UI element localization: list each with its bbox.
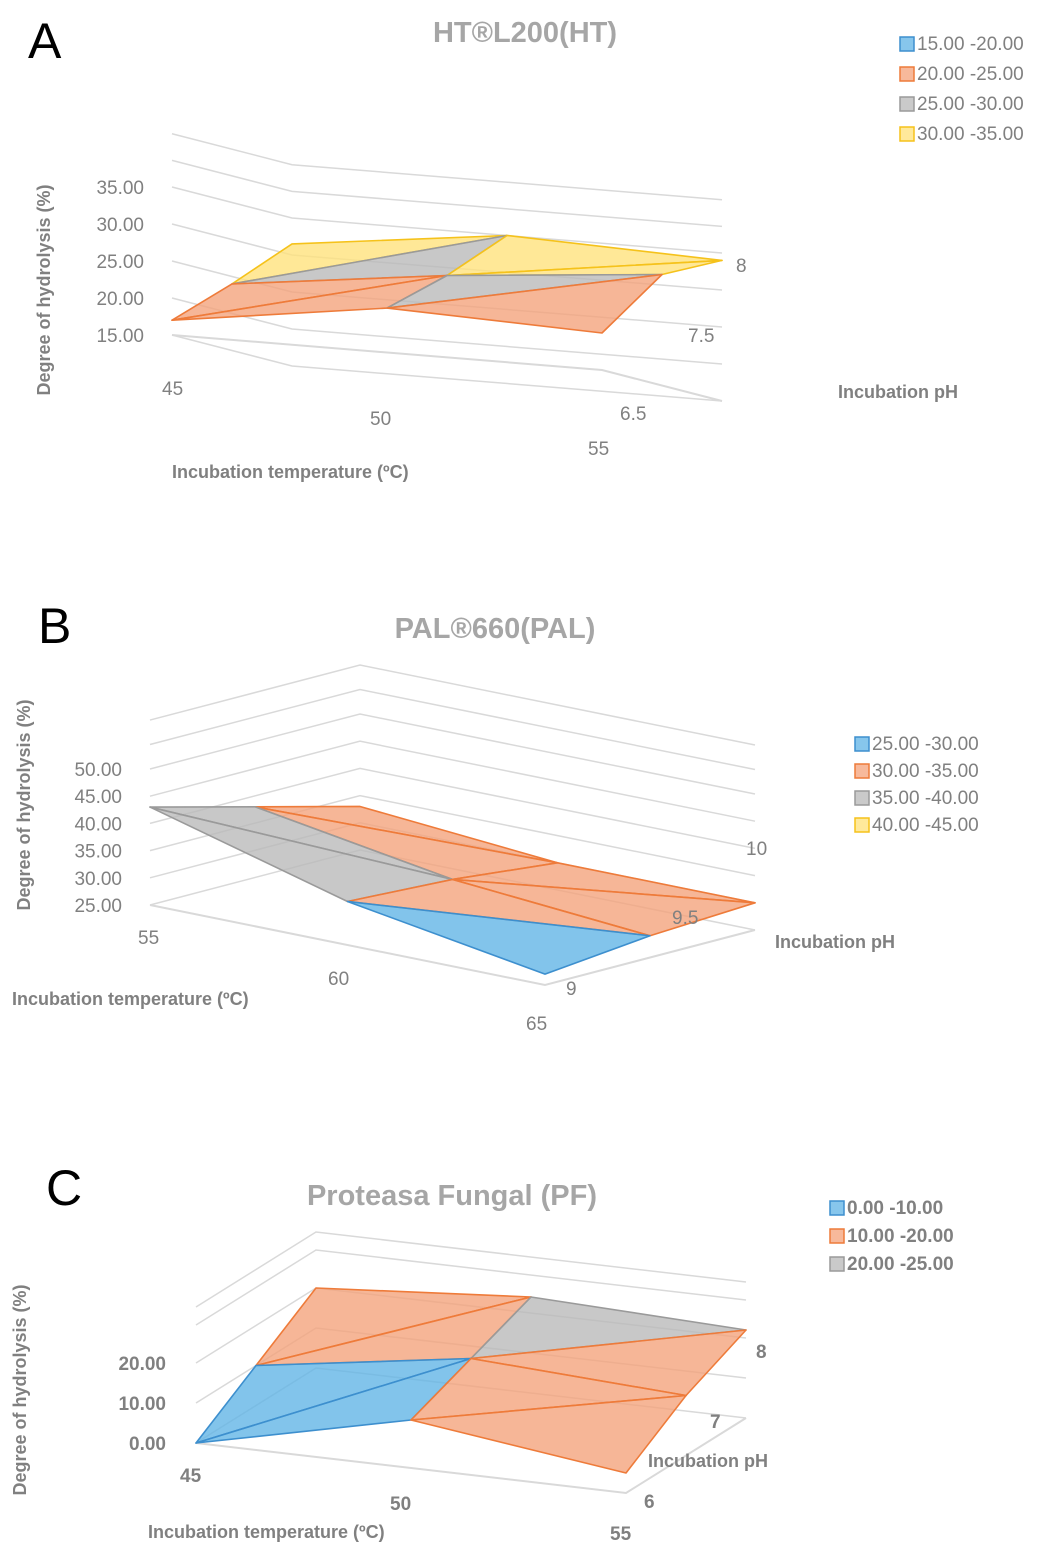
panel-letter: C xyxy=(46,1160,82,1216)
legend-label: 0.00 -10.00 xyxy=(847,1198,943,1219)
gridline xyxy=(171,334,723,402)
z-axis-label: Degree of hydrolysis (%) xyxy=(10,1284,30,1495)
legend: 15.00 -20.00 20.00 -25.00 25.00 -30.00 30.0… xyxy=(899,34,1024,145)
z-tick-label: 30.00 xyxy=(74,869,122,890)
legend-label: 20.00 -25.00 xyxy=(847,1254,954,1275)
x-axis-label: Incubation temperature (ºC) xyxy=(172,462,409,482)
z-tick-label: 30.00 xyxy=(96,215,144,236)
panel-c: C Proteasa Fungal (PF) 0.00 10.00 20.00 45 50 5… xyxy=(10,1160,954,1544)
legend-label: 25.00 -30.00 xyxy=(917,94,1024,115)
x-tick-label: 55 xyxy=(138,928,159,949)
legend-swatch xyxy=(829,1200,845,1216)
legend-label: 25.00 -30.00 xyxy=(872,734,979,755)
gridline xyxy=(171,186,723,254)
legend-label: 20.00 -25.00 xyxy=(917,64,1024,85)
legend-label: 35.00 -40.00 xyxy=(872,788,979,809)
legend-swatch xyxy=(854,817,870,833)
z-axis-label: Degree of hydrolysis (%) xyxy=(34,184,54,395)
legend-label: 15.00 -20.00 xyxy=(917,34,1024,55)
legend-label: 10.00 -20.00 xyxy=(847,1226,954,1247)
gridline xyxy=(171,132,723,201)
z-tick-label: 50.00 xyxy=(74,760,122,781)
z-tick-label: 35.00 xyxy=(74,842,122,863)
legend-label: 30.00 -35.00 xyxy=(872,761,979,782)
legend: 25.00 -30.00 30.00 -35.00 35.00 -40.00 40.0… xyxy=(854,734,979,836)
legend-swatch xyxy=(899,66,915,82)
x-tick-label: 65 xyxy=(526,1014,547,1035)
panel-a: A HT®L200(HT) 15.00 20.00 25.00 30.00 35.00 45 5… xyxy=(28,13,1024,482)
y-tick-label: 8 xyxy=(756,1342,767,1363)
gridline xyxy=(149,664,756,746)
legend-swatch xyxy=(899,126,915,142)
gridline xyxy=(195,1231,747,1308)
surface-facet xyxy=(346,900,651,975)
surface xyxy=(195,1287,747,1474)
y-axis-label: Incubation pH xyxy=(648,1451,768,1471)
gridline xyxy=(149,767,756,850)
z-tick-label: 0.00 xyxy=(129,1434,166,1455)
y-tick-label: 10 xyxy=(746,839,767,860)
legend-swatch xyxy=(899,96,915,112)
z-tick-label: 40.00 xyxy=(74,814,122,835)
legend-label: 40.00 -45.00 xyxy=(872,815,979,836)
chart-title: PAL®660(PAL) xyxy=(395,613,596,645)
surface-facet xyxy=(410,1394,687,1474)
x-axis-label: Incubation temperature (ºC) xyxy=(148,1522,385,1542)
z-tick-label: 15.00 xyxy=(96,326,144,347)
floor-axis xyxy=(149,904,756,987)
y-tick-label: 7.5 xyxy=(688,326,714,347)
z-tick-label: 20.00 xyxy=(118,1354,166,1375)
z-tick-label: 25.00 xyxy=(74,896,122,917)
chart-title: Proteasa Fungal (PF) xyxy=(307,1180,597,1212)
panel-b: B PAL®660(PAL) 25.00 30.00 35.00 40.00 45.00 50… xyxy=(12,598,979,1035)
panel-letter: A xyxy=(28,13,62,69)
x-tick-label: 50 xyxy=(390,1494,411,1515)
legend: 0.00 -10.00 10.00 -20.00 20.00 -25.00 xyxy=(829,1198,954,1275)
legend-swatch xyxy=(854,736,870,752)
legend-swatch xyxy=(854,763,870,779)
x-tick-label: 50 xyxy=(370,409,391,430)
z-tick-label: 10.00 xyxy=(118,1394,166,1415)
z-tick-label: 45.00 xyxy=(74,787,122,808)
z-tick-label: 25.00 xyxy=(96,252,144,273)
floor-axis xyxy=(171,334,723,402)
surface-facet xyxy=(386,273,663,334)
legend-swatch xyxy=(829,1228,845,1244)
chart-title: HT®L200(HT) xyxy=(433,17,617,49)
y-tick-label: 9 xyxy=(566,979,577,1000)
gridline xyxy=(149,740,756,822)
gridline xyxy=(171,159,723,228)
x-axis-label: Incubation temperature (ºC) xyxy=(12,989,249,1009)
legend-swatch xyxy=(854,790,870,806)
x-tick-label: 60 xyxy=(328,969,349,990)
y-tick-label: 7 xyxy=(710,1412,721,1433)
y-tick-label: 9.5 xyxy=(672,908,698,929)
legend-label: 30.00 -35.00 xyxy=(917,124,1024,145)
z-tick-label: 20.00 xyxy=(96,289,144,310)
panel-letter: B xyxy=(38,598,71,654)
y-axis-label: Incubation pH xyxy=(838,382,958,402)
legend-swatch xyxy=(899,36,915,52)
gridline xyxy=(149,688,756,771)
surface xyxy=(149,805,756,975)
gridline xyxy=(149,713,756,795)
y-axis-label: Incubation pH xyxy=(775,932,895,952)
x-tick-label: 55 xyxy=(588,439,609,460)
legend-swatch xyxy=(829,1256,845,1272)
y-tick-label: 6 xyxy=(644,1492,655,1513)
x-tick-label: 45 xyxy=(180,1466,202,1487)
gridline xyxy=(195,1249,747,1326)
x-tick-label: 45 xyxy=(162,379,183,400)
y-tick-label: 8 xyxy=(736,256,747,277)
floor-axis xyxy=(195,1417,747,1495)
x-tick-label: 55 xyxy=(610,1524,632,1544)
surface xyxy=(171,234,723,334)
y-tick-label: 6.5 xyxy=(620,404,646,425)
z-tick-label: 35.00 xyxy=(96,178,144,199)
z-axis-label: Degree of hydrolysis (%) xyxy=(14,699,34,910)
